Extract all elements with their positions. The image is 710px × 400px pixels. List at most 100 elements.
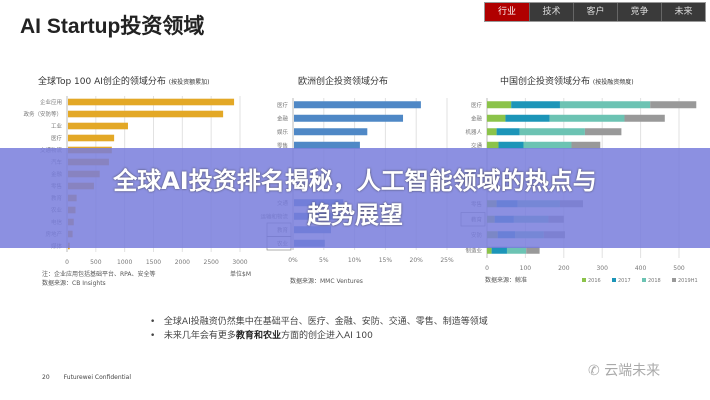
x-tick-label: 1500 (146, 259, 161, 266)
category-label: 医疗 (51, 134, 63, 142)
wechat-icon: ✆ (588, 363, 605, 379)
nav-tab-future[interactable]: 未来 (661, 3, 705, 21)
x-tick-label: 25% (440, 257, 454, 264)
x-tick-label: 100 (520, 265, 532, 272)
bar-segment-2016 (487, 128, 497, 136)
x-tick-label: 3000 (232, 259, 247, 266)
category-label: 医疗 (471, 101, 483, 109)
chart-title-text: 中国创企投资领域分布 (500, 77, 591, 87)
x-tick-label: 500 (90, 259, 102, 266)
chart-title-global: 全球Top 100 AI创企的领域分布 (按投资额累加) (38, 74, 209, 87)
category-label: 制造业 (465, 246, 482, 254)
bar-segment-2017 (496, 128, 520, 136)
bar (68, 98, 235, 106)
category-label: 娱乐 (277, 128, 289, 136)
category-label: 医疗 (277, 101, 289, 109)
watermark-text: 云端未来 (604, 363, 661, 379)
category-label: 金融 (471, 114, 483, 122)
x-tick-label: 2500 (204, 259, 219, 266)
bar-segment-2019H1 (571, 141, 601, 149)
headline-line-2: 趋势展望 (307, 201, 403, 229)
category-label: 政务（安防等） (23, 110, 62, 118)
chart-title-china: 中国创企投资领域分布 (按投融资频度) (500, 74, 634, 87)
section-nav: 行业 技术 客户 竞争 未来 (484, 2, 706, 22)
legend-label: 2016 (588, 278, 601, 284)
note-europe: 数据来源：MMC Ventures (290, 278, 363, 285)
bar-segment-2019H1 (650, 101, 697, 109)
category-label: 交通 (471, 141, 483, 149)
bar (68, 122, 128, 130)
legend-label: 2017 (618, 278, 631, 284)
nav-tab-customer[interactable]: 客户 (573, 3, 617, 21)
chart-title-text: 全球Top 100 AI创企的领域分布 (38, 77, 166, 87)
bar-segment-2019H1 (526, 246, 540, 254)
footer: 20 Futurewei Confidential (42, 374, 145, 381)
watermark: ✆ 云端未来 (588, 360, 660, 380)
chart-subtitle: (按投融资频度) (592, 79, 634, 86)
note-china: 数据来源：鲸准 (485, 277, 528, 284)
x-tick-label: 0 (65, 259, 69, 266)
bullet-1: • 全球AI投融资仍然集中在基础平台、医疗、金融、安防、交通、零售、制造等领域 (150, 317, 488, 327)
chart-title-europe: 欧洲创企投资领域分布 (298, 77, 389, 87)
page-number: 20 (42, 374, 50, 381)
legend-swatch (642, 278, 646, 282)
bullet-text: 未来几年会有更多 (163, 331, 236, 341)
bar-segment-2017 (491, 246, 507, 254)
x-tick-label: 5% (319, 257, 329, 264)
bullet-text: 全球AI投融资仍然集中在基础平台、医疗、金融、安防、交通、零售、制造等领域 (163, 317, 488, 327)
x-tick-label: 10% (348, 257, 362, 264)
nav-tab-industry[interactable]: 行业 (485, 3, 529, 21)
bar-segment-2018 (506, 246, 527, 254)
bar-segment-2018 (523, 141, 572, 149)
category-label: 工业 (51, 122, 63, 130)
bar-segment-2017 (505, 114, 550, 122)
bullet-text: 方面的创企进入AI 100 (280, 331, 373, 341)
note-line: 注：企业应用包括基础平台、RPA、安全等 (42, 271, 156, 278)
bar-segment-2018 (519, 128, 585, 136)
x-tick-label: 0% (288, 257, 298, 264)
category-label: 零售 (277, 141, 288, 149)
bar-segment-2018 (549, 114, 625, 122)
x-tick-label: 500 (673, 265, 685, 272)
bar-segment-2018 (559, 101, 651, 109)
x-tick-label: 15% (379, 257, 393, 264)
x-tick-label: 200 (558, 265, 570, 272)
bar (294, 141, 360, 149)
x-tick-label: 1000 (117, 259, 132, 266)
bar-segment-2016 (487, 101, 512, 109)
nav-tab-competition[interactable]: 竞争 (617, 3, 661, 21)
legend-swatch (612, 278, 616, 282)
bar-segment-2017 (511, 101, 560, 109)
bar-segment-2019H1 (624, 114, 665, 122)
legend-label: 2019H1 (678, 278, 698, 284)
legend-swatch (672, 278, 676, 282)
note-line: 数据来源：CB Insights (42, 280, 106, 287)
x-tick-label: 300 (596, 265, 608, 272)
category-label: 企业应用 (40, 98, 62, 106)
legend-swatch (582, 278, 586, 282)
nav-tab-technology[interactable]: 技术 (529, 3, 573, 21)
bullet-bold: 教育 (235, 331, 254, 341)
note-global: 注：企业应用包括基础平台、RPA、安全等 数据来源：CB Insights (42, 270, 156, 288)
bullet-bold: 农业 (262, 331, 281, 341)
x-axis-label: 单位$M (230, 270, 251, 278)
bar (294, 128, 368, 136)
bar (68, 134, 115, 142)
x-tick-label: 2000 (175, 259, 190, 266)
category-label: 金融 (277, 114, 289, 122)
x-tick-label: 20% (410, 257, 424, 264)
category-label: 机器人 (465, 128, 482, 136)
chart-subtitle: (按投资额累加) (168, 79, 210, 86)
slide-title: AI Startup投资领域 (20, 15, 205, 38)
bar-segment-2016 (487, 141, 499, 149)
bullet-2: • 未来几年会有更多教育和农业方面的创企进入AI 100 (150, 331, 373, 341)
bar-segment-2019H1 (584, 128, 622, 136)
x-tick-label: 400 (635, 265, 647, 272)
footer-text: Futurewei Confidential (63, 374, 132, 381)
x-tick-label: 0 (485, 265, 489, 272)
bullet-bold: 和 (253, 331, 263, 341)
legend-label: 2018 (648, 278, 661, 284)
bar-segment-2016 (487, 114, 506, 122)
bar (294, 114, 404, 122)
bar-segment-2016 (487, 246, 492, 254)
